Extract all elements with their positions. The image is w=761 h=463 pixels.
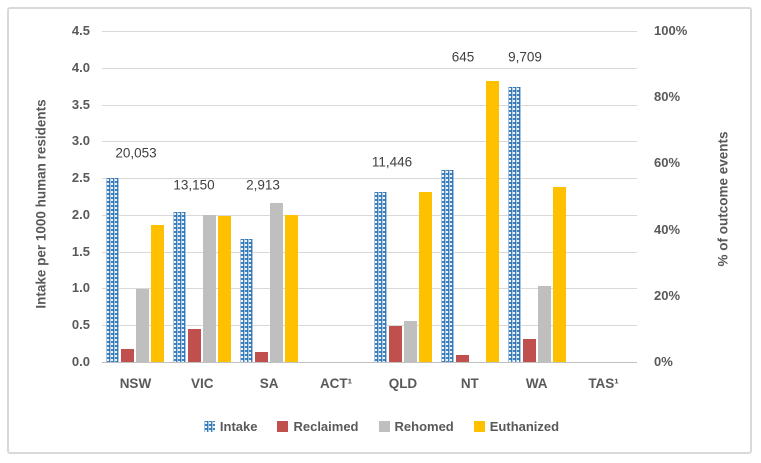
left-axis-tick: 0.5 — [71, 317, 90, 333]
data-label-sa: 2,913 — [246, 177, 280, 193]
bar-euthanized-vic — [218, 216, 232, 362]
gridline — [102, 104, 637, 106]
right-axis-tick: 60% — [654, 155, 681, 171]
gridline — [102, 288, 637, 290]
bar-rehomed-wa — [537, 285, 551, 362]
bar-intake-nsw — [106, 178, 120, 362]
left-axis-tick: 0.0 — [71, 354, 90, 369]
category-label: WA — [525, 376, 548, 391]
legend-item-rehomed: Rehomed — [378, 419, 454, 434]
bar-reclaimed-nsw — [121, 348, 135, 362]
right-axis-tick: 80% — [654, 89, 681, 105]
legend-item-intake: Intake — [203, 419, 258, 434]
bar-euthanized-wa — [552, 186, 566, 362]
bar-euthanized-nsw — [151, 224, 165, 362]
data-label-wa: 9,709 — [508, 49, 542, 65]
data-label-qld: 11,446 — [371, 154, 413, 170]
data-label-nt: 645 — [451, 49, 475, 65]
category-label: TAS¹ — [588, 376, 619, 391]
bar-rehomed-qld — [403, 320, 417, 362]
right-axis-tick: 40% — [654, 221, 681, 237]
bar-reclaimed-nt — [455, 355, 469, 362]
left-axis-tick: 2.5 — [71, 170, 90, 186]
category-label: NT — [460, 376, 479, 391]
gridline — [102, 31, 637, 32]
legend-label-euthanized: Euthanized — [489, 419, 560, 434]
legend-swatch-intake — [203, 421, 215, 432]
left-axis-title: Intake per 1000 human residents — [33, 99, 49, 309]
x-axis-line — [102, 362, 637, 363]
left-axis-tick: 2.0 — [71, 206, 90, 222]
bar-euthanized-sa — [285, 214, 299, 362]
gridline — [102, 67, 637, 69]
gridline — [102, 214, 637, 216]
bar-rehomed-sa — [270, 203, 284, 362]
bar-euthanized-nt — [485, 80, 499, 362]
bar-reclaimed-vic — [188, 328, 202, 362]
legend-item-euthanized: Euthanized — [473, 419, 560, 434]
bar-intake-qld — [373, 192, 387, 362]
data-label-nsw: 20,053 — [115, 145, 157, 161]
gridline — [102, 251, 637, 253]
gridline — [102, 141, 637, 143]
legend-swatch-euthanized — [473, 421, 485, 432]
legend-label-intake: Intake — [219, 419, 258, 434]
bar-intake-vic — [173, 211, 187, 362]
category-label: QLD — [388, 376, 418, 391]
chart-frame: 4.5 4.0 3.5 3.0 2.5 2.0 1.5 1.0 0.5 0.0 100% 80% 60%… — [7, 7, 752, 454]
bar-intake-wa — [507, 86, 521, 362]
left-axis-tick: 1.0 — [71, 280, 90, 296]
left-axis-tick: 3.5 — [71, 96, 90, 112]
bar-reclaimed-wa — [522, 338, 536, 362]
right-axis-tick: 20% — [654, 287, 681, 303]
category-label: VIC — [191, 376, 214, 391]
bar-rehomed-vic — [203, 214, 217, 362]
legend-label-reclaimed: Reclaimed — [293, 419, 359, 434]
legend-label-rehomed: Rehomed — [394, 419, 454, 434]
legend: Intake Reclaimed Rehomed Euthanized — [9, 419, 754, 434]
right-axis-tick: 100% — [654, 23, 688, 38]
left-axis-tick: 4.0 — [71, 59, 90, 75]
bar-intake-nt — [440, 170, 454, 362]
data-label-vic: 13,150 — [173, 177, 215, 193]
bar-euthanized-qld — [418, 191, 432, 362]
left-axis-tick: 3.0 — [71, 133, 90, 149]
gridline — [102, 178, 637, 180]
bar-reclaimed-sa — [255, 352, 269, 362]
bar-rehomed-nsw — [136, 289, 150, 362]
category-label: NSW — [119, 376, 152, 391]
legend-swatch-rehomed — [378, 421, 390, 432]
legend-item-reclaimed: Reclaimed — [277, 419, 359, 434]
legend-swatch-reclaimed — [277, 421, 289, 432]
gridline — [102, 325, 637, 327]
bar-reclaimed-qld — [388, 325, 402, 362]
bar-intake-sa — [240, 239, 254, 362]
left-axis-tick: 4.5 — [71, 23, 90, 38]
plot-area: 4.5 4.0 3.5 3.0 2.5 2.0 1.5 1.0 0.5 0.0 100% 80% 60%… — [72, 24, 687, 392]
category-label: ACT¹ — [319, 376, 353, 391]
category-label: SA — [259, 376, 279, 391]
right-axis-tick: 0% — [654, 354, 673, 369]
left-axis-tick: 1.5 — [71, 243, 90, 259]
right-axis-title: % of outcome events — [715, 131, 731, 267]
